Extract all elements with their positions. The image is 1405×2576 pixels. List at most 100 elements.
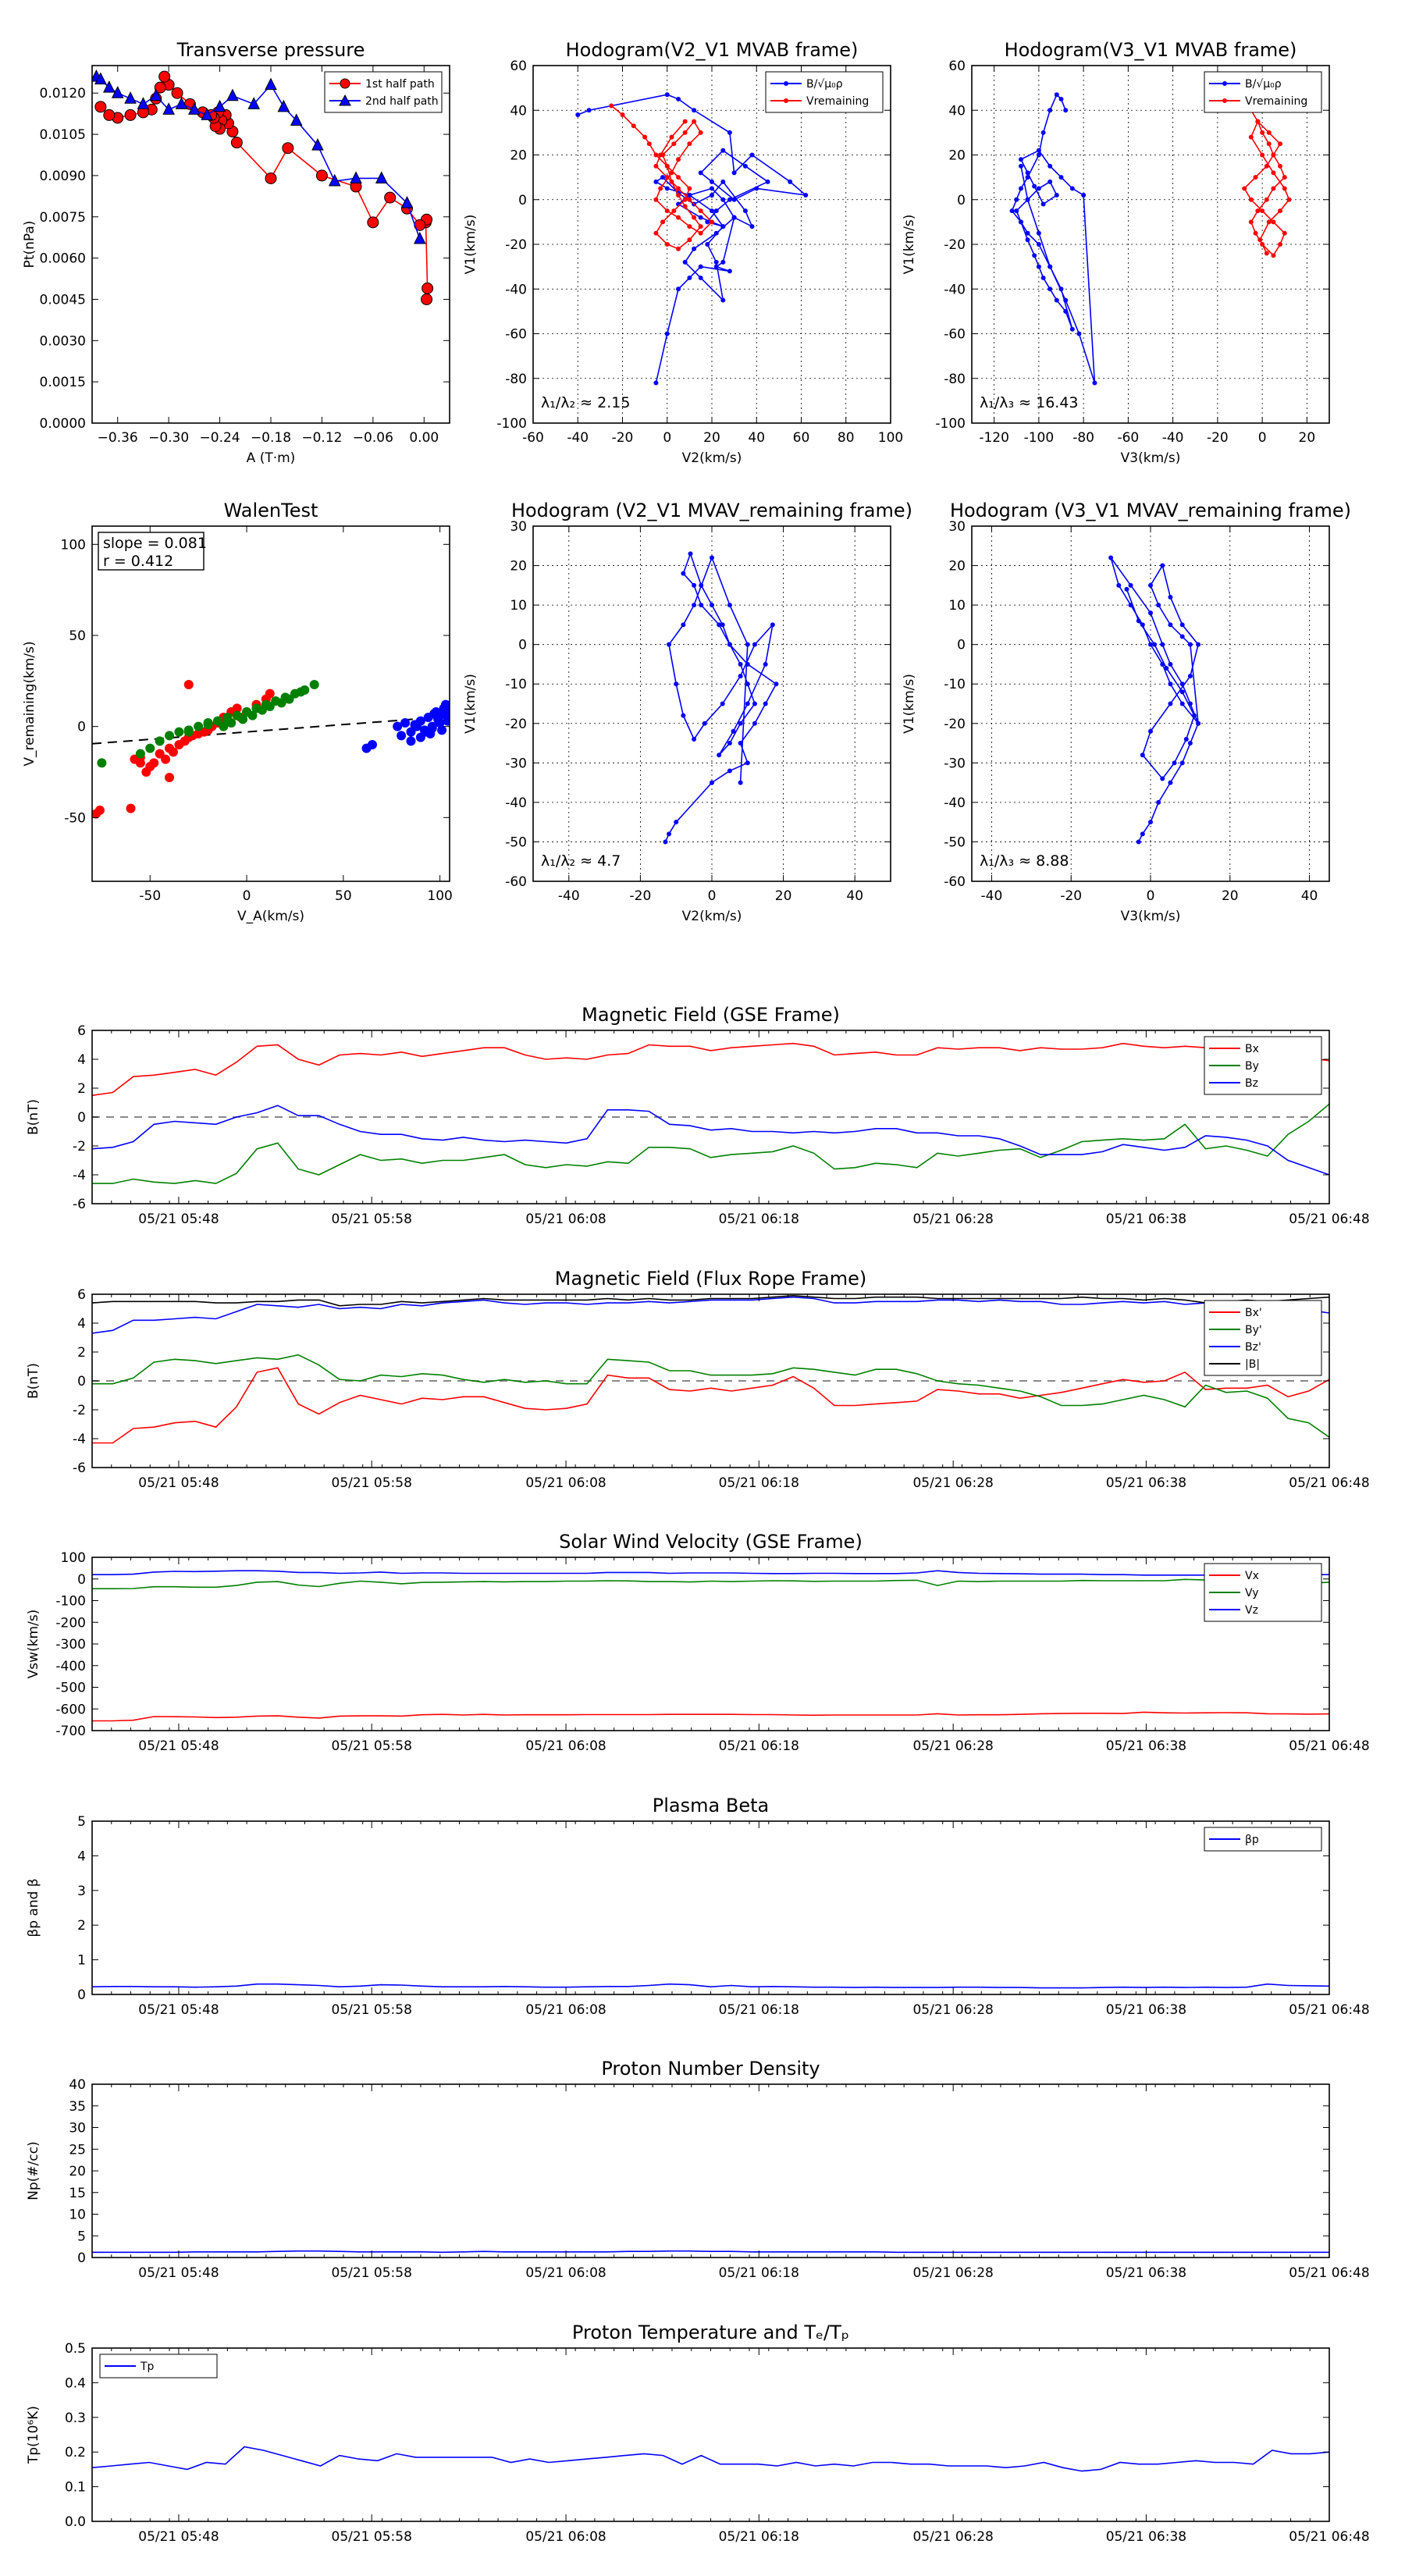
x-tick-label: 0 xyxy=(1258,430,1267,446)
x-tick-label: 0.00 xyxy=(409,430,439,446)
x-tick-label: 20 xyxy=(1299,430,1316,446)
x-tick-label: 100 xyxy=(878,430,903,446)
data-point xyxy=(653,230,659,236)
data-point xyxy=(664,208,670,214)
y-tick-label: -40 xyxy=(944,282,966,297)
data-point xyxy=(720,197,726,202)
data-point xyxy=(698,208,703,214)
legend-label: B/√μ₀ρ xyxy=(1245,78,1282,91)
data-point xyxy=(1054,92,1059,98)
x-tick-label: 05/21 06:38 xyxy=(1106,1475,1186,1491)
data-point xyxy=(1054,297,1059,303)
data-point xyxy=(575,112,581,117)
data-point xyxy=(1168,661,1173,667)
data-point xyxy=(400,718,411,728)
x-axis-label: V3(km/s) xyxy=(1121,450,1181,466)
data-point xyxy=(1148,728,1153,734)
data-point xyxy=(646,141,652,147)
y-tick-label: 40 xyxy=(510,103,527,119)
x-tick-label: 05/21 06:18 xyxy=(719,2529,799,2545)
y-tick-label: 0 xyxy=(77,1110,86,1126)
data-point xyxy=(710,780,714,785)
data-point xyxy=(720,224,726,229)
data-point xyxy=(1148,610,1153,616)
data-point xyxy=(421,293,433,305)
y-tick-label: 20 xyxy=(948,148,966,164)
y-tick-label: 2 xyxy=(77,1081,86,1097)
x-tick-label: 0 xyxy=(243,888,251,904)
data-point xyxy=(397,731,407,741)
data-point xyxy=(222,714,233,724)
data-point xyxy=(445,705,450,715)
data-point xyxy=(713,230,719,236)
y-tick-label: 30 xyxy=(69,2121,86,2137)
data-point xyxy=(1255,119,1261,124)
plot-frame xyxy=(532,525,891,882)
data-point xyxy=(1140,622,1145,628)
plot-area xyxy=(92,69,434,305)
series-line-0 xyxy=(664,551,777,842)
data-point xyxy=(1124,586,1129,592)
data-point xyxy=(1187,674,1193,679)
data-point xyxy=(162,102,175,115)
y-tick-label: 20 xyxy=(948,559,966,575)
y-tick-label: -10 xyxy=(505,677,527,692)
data-point xyxy=(94,806,105,815)
data-point xyxy=(653,163,659,169)
y-tick-label: -20 xyxy=(505,717,527,732)
y-tick-label: -10 xyxy=(944,677,966,692)
data-point xyxy=(770,622,775,628)
y-tick-label: -4 xyxy=(73,1168,86,1183)
data-point xyxy=(653,380,659,386)
legend-marker xyxy=(340,78,350,89)
data-point xyxy=(247,710,258,720)
plot-area xyxy=(1009,92,1292,386)
x-tick-label: 05/21 06:48 xyxy=(1289,1212,1369,1227)
x-axis-label: V2(km/s) xyxy=(682,909,742,924)
y-tick-label: -200 xyxy=(55,1615,86,1631)
y-tick-label: 100 xyxy=(61,537,86,553)
data-point xyxy=(124,91,137,104)
data-point xyxy=(671,208,677,214)
data-point xyxy=(1036,264,1041,269)
data-point xyxy=(282,142,294,155)
data-point xyxy=(1036,148,1041,153)
y-tick-label: 25 xyxy=(69,2142,86,2158)
data-point xyxy=(203,720,213,730)
series-line-0 xyxy=(1011,93,1096,383)
data-point xyxy=(692,582,697,588)
data-point xyxy=(713,264,719,269)
y-tick-label: 35 xyxy=(69,2099,86,2115)
data-point xyxy=(137,97,150,109)
data-point xyxy=(400,196,414,208)
y-tick-label: 2 xyxy=(77,1918,86,1934)
x-tick-label: 40 xyxy=(1301,888,1318,904)
x-tick-label: 20 xyxy=(703,430,720,446)
data-point xyxy=(705,219,710,225)
data-point xyxy=(1058,96,1064,101)
chart-beta: 05/21 05:48 05/21 05:58 05/21 06:08 05/21 0… xyxy=(26,1795,1370,2018)
data-point xyxy=(1168,701,1173,706)
y-tick-label: -100 xyxy=(935,416,966,432)
x-tick-label: 05/21 06:08 xyxy=(525,2002,606,2018)
data-point xyxy=(687,237,692,243)
data-point xyxy=(620,112,625,117)
data-point xyxy=(1036,242,1041,247)
data-point xyxy=(149,758,159,768)
data-point xyxy=(277,99,290,112)
data-point xyxy=(669,179,674,184)
data-point xyxy=(664,163,670,169)
data-point xyxy=(731,215,737,220)
r-annotation: r = 0.412 xyxy=(103,553,173,570)
data-point xyxy=(727,603,732,608)
y-tick-label: 0 xyxy=(77,720,86,735)
data-point xyxy=(1253,230,1258,236)
data-point xyxy=(681,713,686,718)
y-tick-label: 0 xyxy=(77,1374,86,1389)
data-point xyxy=(710,208,714,214)
data-point xyxy=(161,754,171,764)
y-tick-label: 10 xyxy=(69,2208,86,2223)
data-point xyxy=(1018,163,1023,169)
data-point xyxy=(788,179,793,184)
